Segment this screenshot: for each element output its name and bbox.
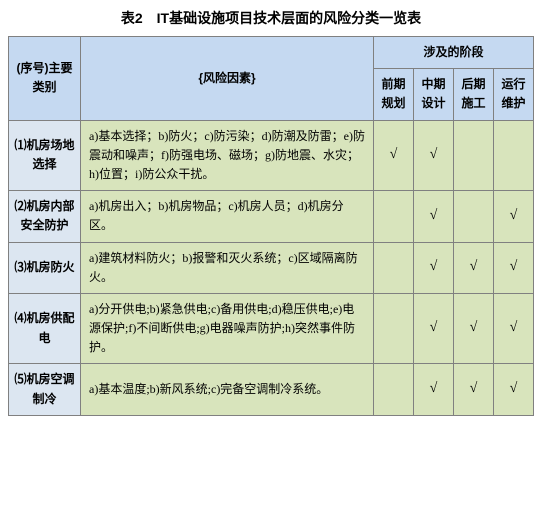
cell-check — [373, 293, 413, 364]
header-phase-1: 中期设计 — [413, 69, 453, 120]
cell-check: √ — [373, 120, 413, 191]
cell-factor: a)基本选择；b)防火；c)防污染；d)防潮及防雷；e)防震动和噪声；f)防强电… — [81, 120, 374, 191]
cell-factor: a)基本温度;b)新风系统;c)完备空调制冷系统。 — [81, 364, 374, 415]
table-row: ⑴机房场地选择a)基本选择；b)防火；c)防污染；d)防潮及防雷；e)防震动和噪… — [9, 120, 534, 191]
risk-table: (序号)主要类别 {风险因素} 涉及的阶段 前期规划中期设计后期施工运行维护 ⑴… — [8, 36, 534, 416]
cell-factor: a)建筑材料防火；b)报警和灭火系统；c)区域隔离防火。 — [81, 242, 374, 293]
cell-check: √ — [493, 364, 533, 415]
table-body: ⑴机房场地选择a)基本选择；b)防火；c)防污染；d)防潮及防雷；e)防震动和噪… — [9, 120, 534, 415]
table-row: ⑵机房内部安全防护a)机房出入；b)机房物品；c)机房人员；d)机房分区。 √ √ — [9, 191, 534, 242]
cell-check: √ — [453, 242, 493, 293]
cell-check: √ — [413, 364, 453, 415]
cell-check: √ — [453, 293, 493, 364]
header-phase-group: 涉及的阶段 — [373, 37, 533, 69]
cell-check — [493, 120, 533, 191]
cell-category: ⑴机房场地选择 — [9, 120, 81, 191]
cell-category: ⑷机房供配电 — [9, 293, 81, 364]
table-title: 表2 IT基础设施项目技术层面的风险分类一览表 — [8, 8, 534, 28]
cell-check — [373, 242, 413, 293]
cell-check: √ — [413, 242, 453, 293]
header-phase-0: 前期规划 — [373, 69, 413, 120]
cell-category: ⑶机房防火 — [9, 242, 81, 293]
cell-check: √ — [493, 191, 533, 242]
cell-factor: a)分开供电;b)紧急供电;c)备用供电;d)稳压供电;e)电源保护;f)不间断… — [81, 293, 374, 364]
cell-check: √ — [413, 191, 453, 242]
cell-factor: a)机房出入；b)机房物品；c)机房人员；d)机房分区。 — [81, 191, 374, 242]
cell-check — [373, 364, 413, 415]
cell-check: √ — [453, 364, 493, 415]
cell-check — [373, 191, 413, 242]
table-row: ⑸机房空调制冷a)基本温度;b)新风系统;c)完备空调制冷系统。√√√ — [9, 364, 534, 415]
header-phase-3: 运行维护 — [493, 69, 533, 120]
cell-category: ⑵机房内部安全防护 — [9, 191, 81, 242]
table-row: ⑷机房供配电a)分开供电;b)紧急供电;c)备用供电;d)稳压供电;e)电源保护… — [9, 293, 534, 364]
header-factor: {风险因素} — [81, 37, 374, 121]
cell-check: √ — [413, 293, 453, 364]
cell-check — [453, 191, 493, 242]
header-phase-2: 后期施工 — [453, 69, 493, 120]
cell-check — [453, 120, 493, 191]
table-row: ⑶机房防火a)建筑材料防火；b)报警和灭火系统；c)区域隔离防火。√√√ — [9, 242, 534, 293]
cell-check: √ — [413, 120, 453, 191]
cell-category: ⑸机房空调制冷 — [9, 364, 81, 415]
header-category: (序号)主要类别 — [9, 37, 81, 121]
cell-check: √ — [493, 242, 533, 293]
cell-check: √ — [493, 293, 533, 364]
